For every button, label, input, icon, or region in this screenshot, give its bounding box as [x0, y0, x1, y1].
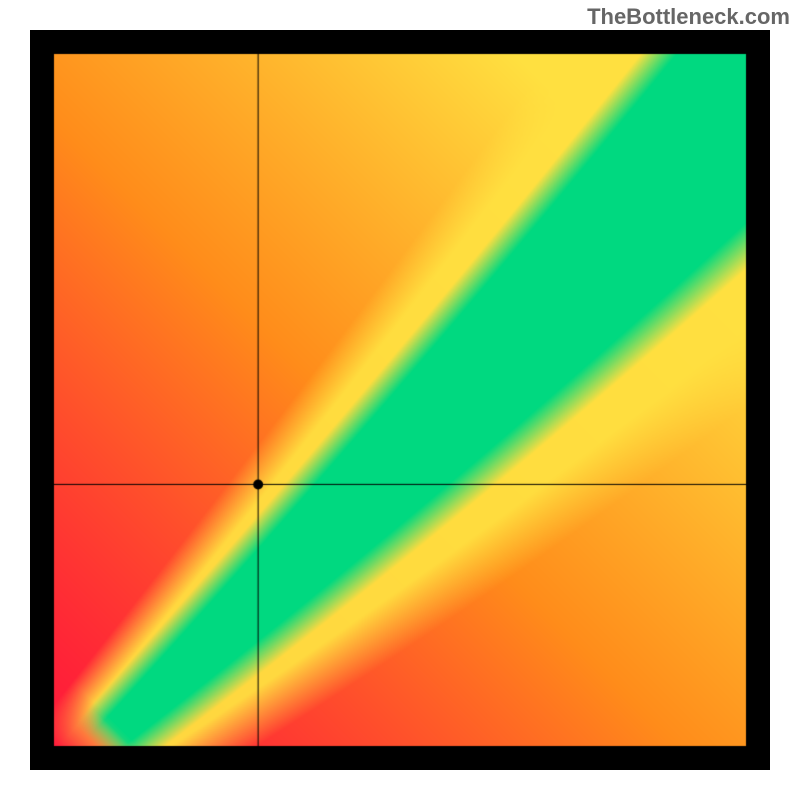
watermark-text: TheBottleneck.com [587, 4, 790, 30]
chart-container: TheBottleneck.com [0, 0, 800, 800]
bottleneck-heatmap [30, 30, 770, 770]
chart-frame [30, 30, 770, 770]
